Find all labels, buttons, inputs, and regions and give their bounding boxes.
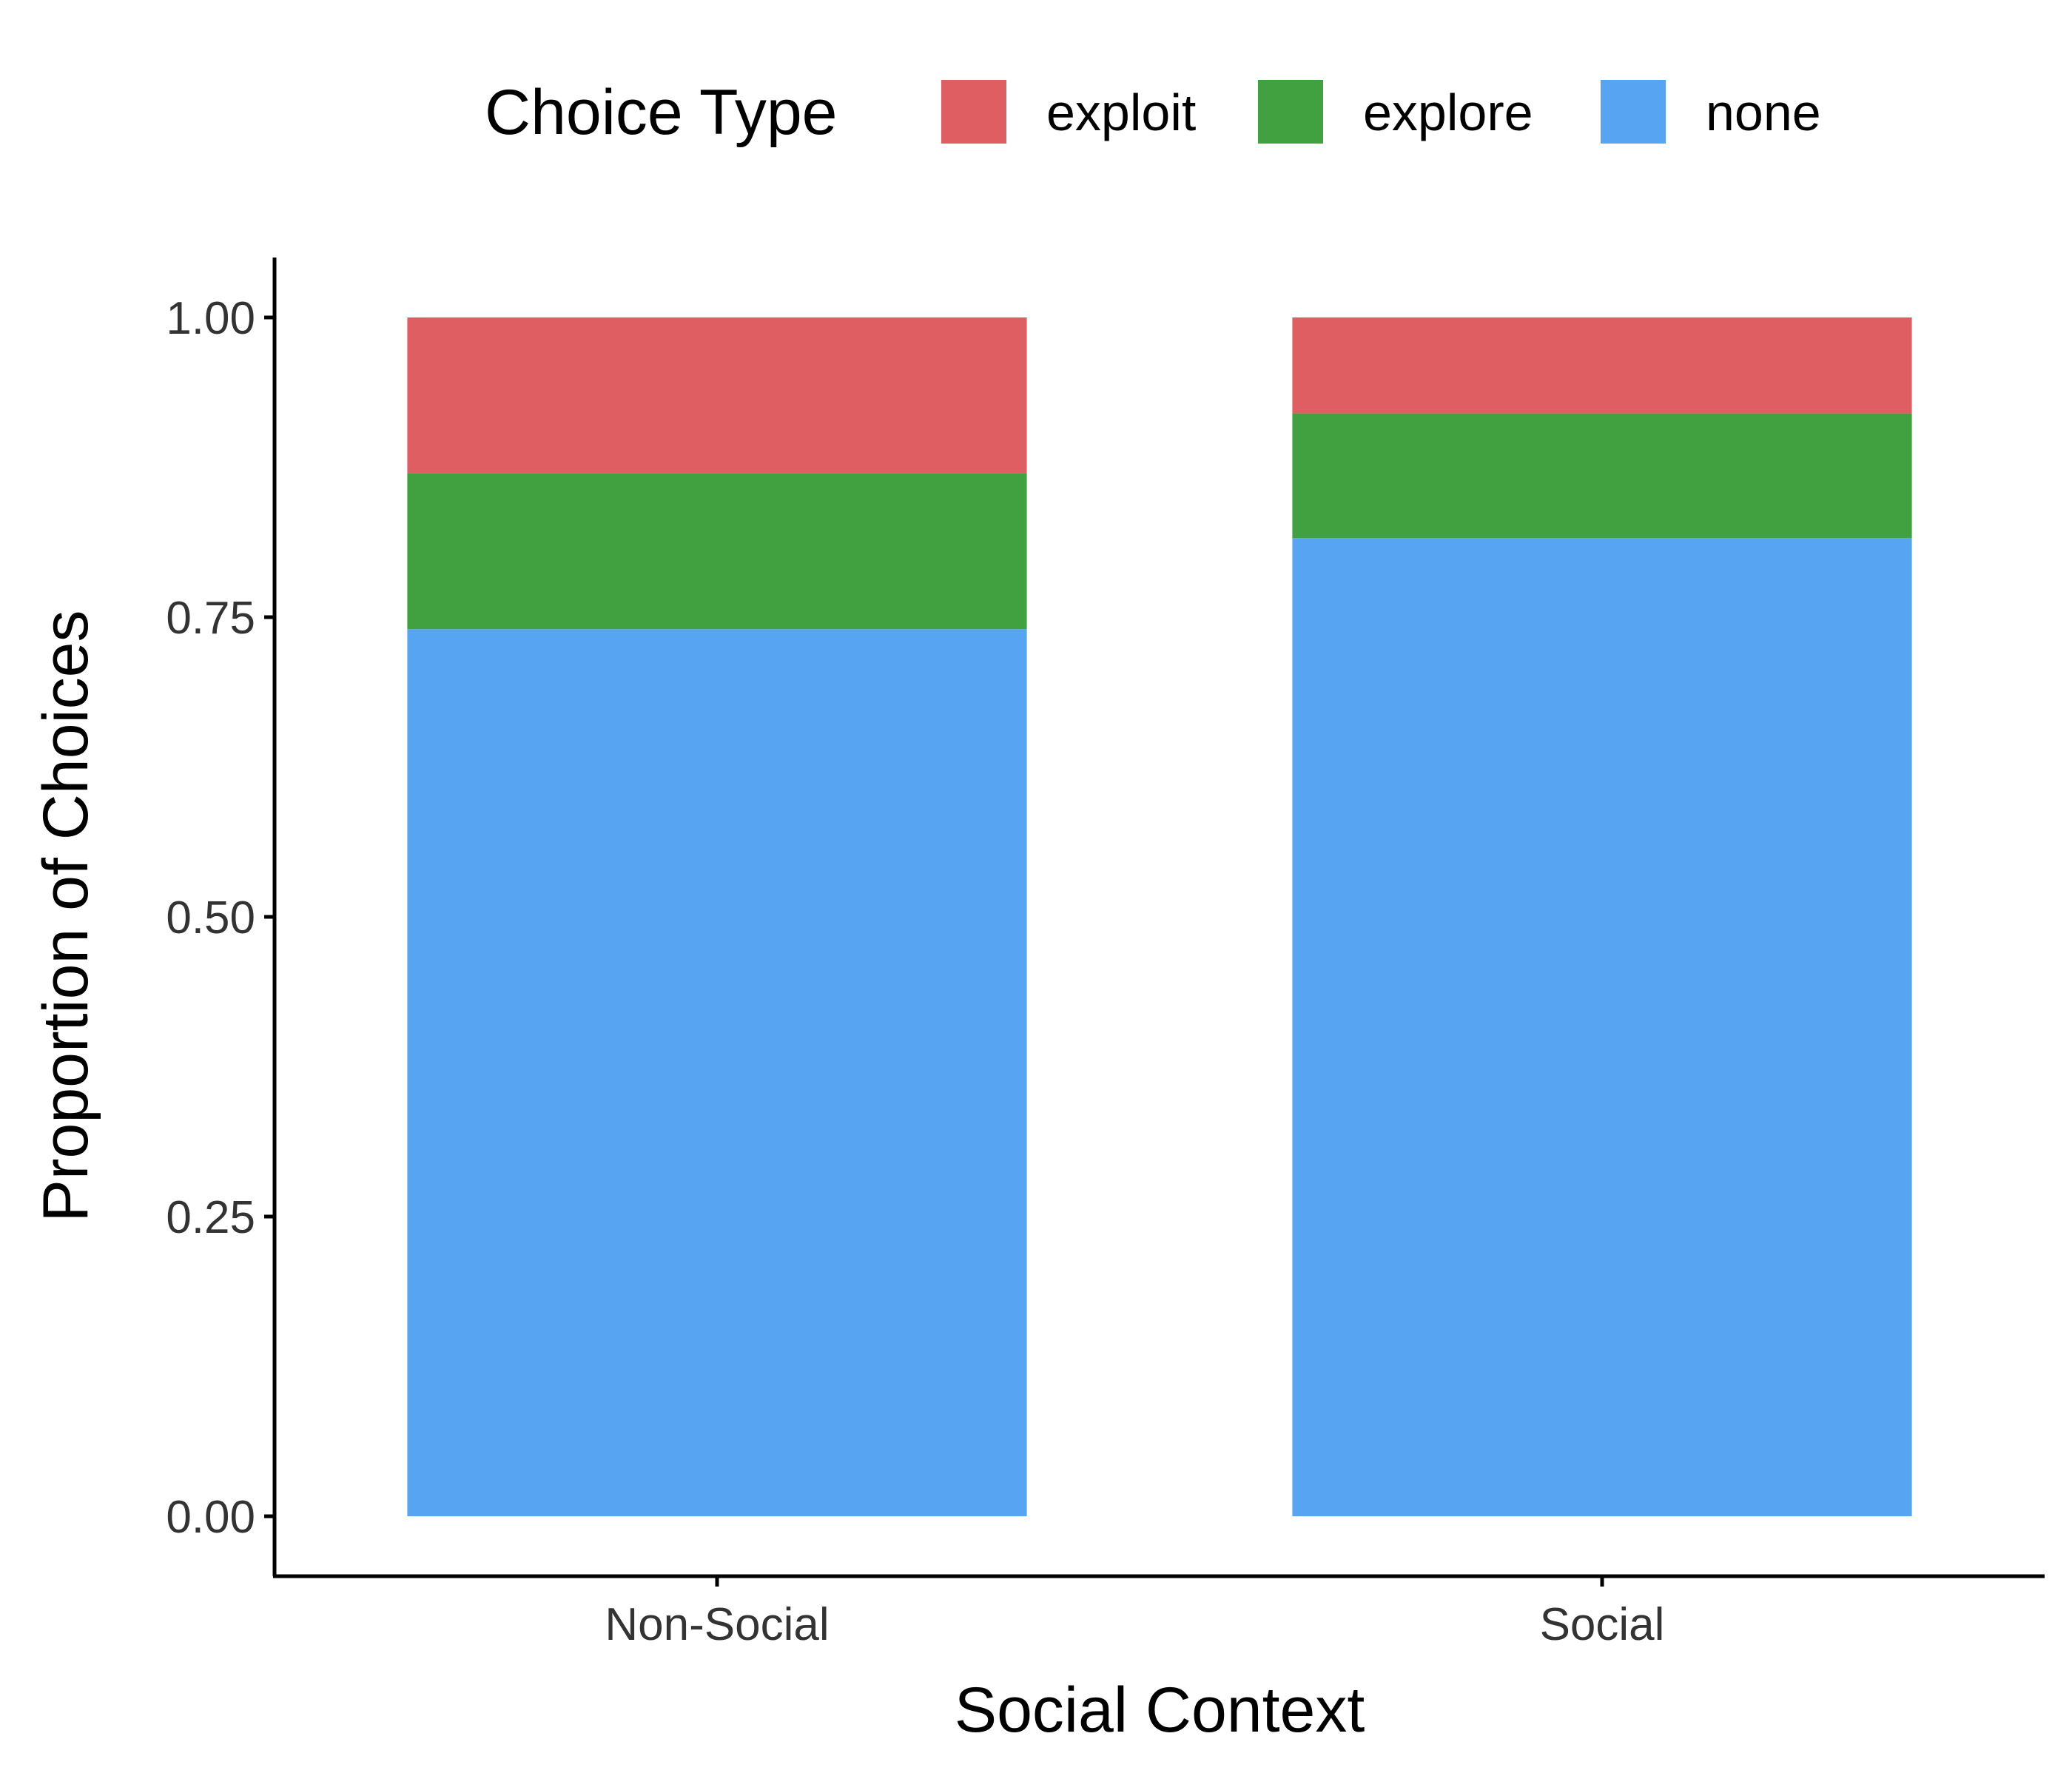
legend-label-explore: explore: [1363, 84, 1533, 141]
bar-non-social-explore: [407, 473, 1027, 630]
legend-key-exploit: [941, 80, 1006, 144]
y-axis-title: Proportion of Choices: [30, 610, 101, 1222]
x-axis-title: Social Context: [955, 1675, 1365, 1746]
x-tick-label: Non-Social: [605, 1599, 829, 1650]
y-tick-label: 0.25: [166, 1192, 255, 1243]
bars: [407, 317, 1912, 1517]
y-tick-label: 1.00: [166, 293, 255, 344]
legend-key-none: [1601, 80, 1666, 144]
y-tick-label: 0.50: [166, 892, 255, 944]
bar-non-social-exploit: [407, 317, 1027, 474]
legend: Choice Type exploit explore none: [485, 77, 1821, 148]
bar-non-social-none: [407, 629, 1027, 1517]
legend-title: Choice Type: [485, 77, 838, 148]
bar-social-none: [1292, 538, 1912, 1516]
legend-label-none: none: [1706, 84, 1821, 141]
bar-social-exploit: [1292, 317, 1912, 414]
legend-key-explore: [1258, 80, 1323, 144]
y-axis: 0.00 0.25 0.50 0.75 1.00: [166, 258, 277, 1576]
y-tick-label: 0.00: [166, 1492, 255, 1543]
legend-label-exploit: exploit: [1046, 84, 1196, 141]
bar-social-explore: [1292, 413, 1912, 539]
x-tick-label: Social: [1540, 1599, 1665, 1650]
y-tick-label: 0.75: [166, 593, 255, 644]
x-axis: Non-Social Social: [273, 1574, 2045, 1650]
